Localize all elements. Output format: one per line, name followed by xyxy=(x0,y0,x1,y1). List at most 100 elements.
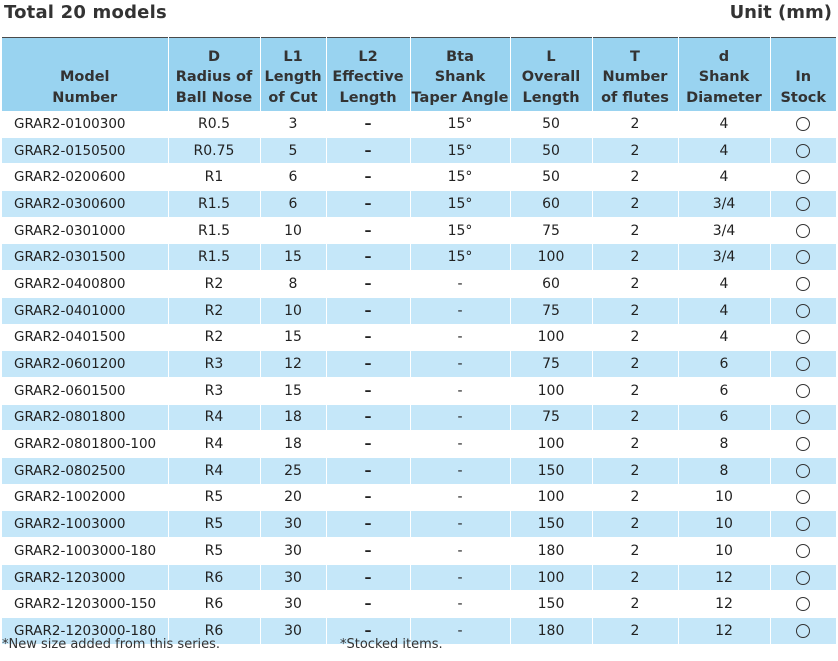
taper-angle-cell: 15° xyxy=(409,190,510,218)
in-stock-circle-icon xyxy=(796,570,811,585)
taper-angle-cell: - xyxy=(409,537,510,565)
length-of-cut-cell: 15 xyxy=(259,324,326,352)
radius-cell: R6 xyxy=(167,564,260,592)
model-number-cell: GRAR2-1203000-150 xyxy=(2,590,168,619)
model-number-cell: GRAR2-1203000-180 xyxy=(2,617,168,645)
table-row: GRAR2-0301500 R1.5 15–15° 100 2 3/4 xyxy=(2,243,836,272)
table-row: GRAR2-0301000 R1.5 10–15° 75 2 3/4 xyxy=(2,217,836,245)
overall-length-cell: 50 xyxy=(509,111,592,138)
taper-angle-cell: - xyxy=(409,590,510,619)
radius-cell: R1.5 xyxy=(167,217,260,245)
table-row: GRAR2-0150500 R0.75 5–15° 50 2 4 xyxy=(2,137,836,165)
taper-angle-cell: - xyxy=(409,564,510,592)
column-header-length-of-cut: L1 Length of Cut xyxy=(259,37,326,111)
column-label-line: Number xyxy=(602,69,668,85)
shank-diameter-cell: 4 xyxy=(677,297,770,325)
taper-angle-cell: - xyxy=(409,377,510,405)
model-number-cell: GRAR2-0801800-100 xyxy=(2,430,168,458)
table-row: GRAR2-1203000-180 R6 30– -180 2 12 xyxy=(2,617,836,645)
overall-length-cell: 75 xyxy=(509,350,592,378)
table-row: GRAR2-0300600 R1.5 6–15° 60 2 3/4 xyxy=(2,190,836,218)
effective-length-cell: – xyxy=(325,243,410,272)
column-symbol: Bta xyxy=(446,48,474,65)
column-header-in-stock: In Stock xyxy=(769,37,836,111)
model-number-cell: GRAR2-0801800 xyxy=(2,404,168,432)
in-stock-cell xyxy=(769,350,836,378)
column-symbol: L xyxy=(546,48,556,65)
length-of-cut-cell: 30 xyxy=(259,564,326,592)
in-stock-cell xyxy=(769,510,836,538)
taper-angle-cell: - xyxy=(409,617,510,645)
effective-length-cell: – xyxy=(325,377,410,405)
flutes-cell: 2 xyxy=(591,270,678,298)
flutes-cell: 2 xyxy=(591,163,678,192)
length-of-cut-cell: 18 xyxy=(259,430,326,458)
table-body: GRAR2-0100300 R0.5 3–15° 50 2 4 GRAR2-0150500 R… xyxy=(2,111,836,645)
overall-length-cell: 60 xyxy=(509,270,592,298)
column-symbol: L2 xyxy=(358,48,378,65)
in-stock-circle-icon xyxy=(796,463,811,478)
table-row: GRAR2-0200600 R1 6–15° 50 2 4 xyxy=(2,163,836,192)
model-number-cell: GRAR2-0200600 xyxy=(2,163,168,192)
shank-diameter-cell: 3/4 xyxy=(677,217,770,245)
shank-diameter-cell: 10 xyxy=(677,484,770,512)
column-label-line: Shank xyxy=(698,69,750,85)
radius-cell: R4 xyxy=(167,457,260,485)
table-row: GRAR2-0801800-100 R4 18– -100 2 8 xyxy=(2,430,836,458)
in-stock-circle-icon xyxy=(796,383,811,398)
length-of-cut-cell: 18 xyxy=(259,404,326,432)
radius-cell: R2 xyxy=(167,270,260,298)
model-number-cell: GRAR2-0401500 xyxy=(2,324,168,352)
model-number-cell: GRAR2-1203000 xyxy=(2,564,168,592)
shank-diameter-cell: 12 xyxy=(677,590,770,619)
effective-length-cell: – xyxy=(325,590,410,619)
overall-length-cell: 60 xyxy=(509,190,592,218)
effective-length-cell: – xyxy=(325,537,410,565)
in-stock-circle-icon xyxy=(796,437,811,452)
column-label-line: In xyxy=(795,69,812,85)
model-number-cell: GRAR2-1002000 xyxy=(2,484,168,512)
shank-diameter-cell: 4 xyxy=(677,137,770,165)
model-number-cell: GRAR2-0601500 xyxy=(2,377,168,405)
model-number-cell: GRAR2-1003000-180 xyxy=(2,537,168,565)
in-stock-cell xyxy=(769,243,836,272)
taper-angle-cell: 15° xyxy=(409,137,510,165)
taper-angle-cell: - xyxy=(409,457,510,485)
spec-table: Model Number D Radius of Ball Nose L1 Length of… xyxy=(2,37,836,645)
flutes-cell: 2 xyxy=(591,564,678,592)
in-stock-circle-icon xyxy=(796,276,811,291)
table-row: GRAR2-1203000 R6 30– -100 2 12 xyxy=(2,564,836,592)
flutes-cell: 2 xyxy=(591,350,678,378)
taper-angle-cell: - xyxy=(409,270,510,298)
shank-diameter-cell: 4 xyxy=(677,270,770,298)
length-of-cut-cell: 3 xyxy=(259,111,326,138)
in-stock-cell xyxy=(769,404,836,432)
table-row: GRAR2-0801800 R4 18– -75 2 6 xyxy=(2,404,836,432)
footnote-new-size: *New size added from this series. xyxy=(2,637,221,652)
flutes-cell: 2 xyxy=(591,243,678,272)
taper-angle-cell: - xyxy=(409,404,510,432)
in-stock-cell xyxy=(769,537,836,565)
table-row: GRAR2-0802500 R4 25– -150 2 8 xyxy=(2,457,836,485)
in-stock-cell xyxy=(769,590,836,619)
model-number-cell: GRAR2-0401000 xyxy=(2,297,168,325)
column-label-line: Shank xyxy=(434,69,486,85)
radius-cell: R3 xyxy=(167,377,260,405)
overall-length-cell: 50 xyxy=(509,163,592,192)
table-row: GRAR2-1003000 R5 30– -150 2 10 xyxy=(2,510,836,538)
effective-length-cell: – xyxy=(325,324,410,352)
shank-diameter-cell: 3/4 xyxy=(677,243,770,272)
in-stock-cell xyxy=(769,190,836,218)
flutes-cell: 2 xyxy=(591,297,678,325)
in-stock-cell xyxy=(769,270,836,298)
flutes-cell: 2 xyxy=(591,430,678,458)
column-symbol: D xyxy=(207,48,221,65)
in-stock-cell xyxy=(769,617,836,645)
in-stock-circle-icon xyxy=(796,143,811,158)
effective-length-cell: – xyxy=(325,564,410,592)
overall-length-cell: 100 xyxy=(509,324,592,352)
in-stock-cell xyxy=(769,377,836,405)
effective-length-cell: – xyxy=(325,297,410,325)
flutes-cell: 2 xyxy=(591,377,678,405)
radius-cell: R2 xyxy=(167,297,260,325)
